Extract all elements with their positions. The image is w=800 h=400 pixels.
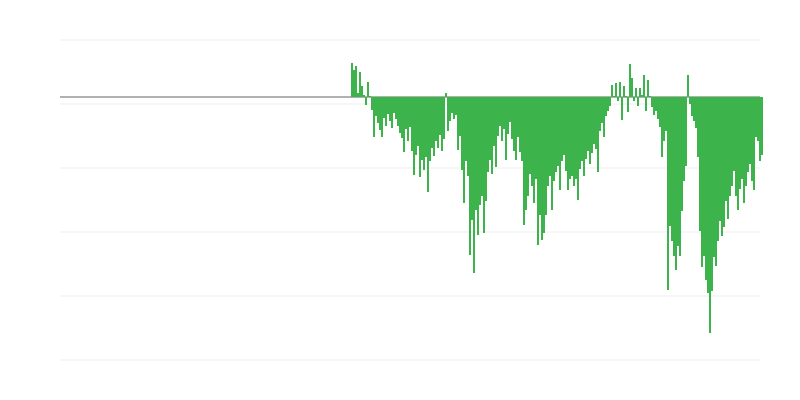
- gridlines-group: [60, 39, 760, 361]
- price-area-series[interactable]: [351, 63, 763, 333]
